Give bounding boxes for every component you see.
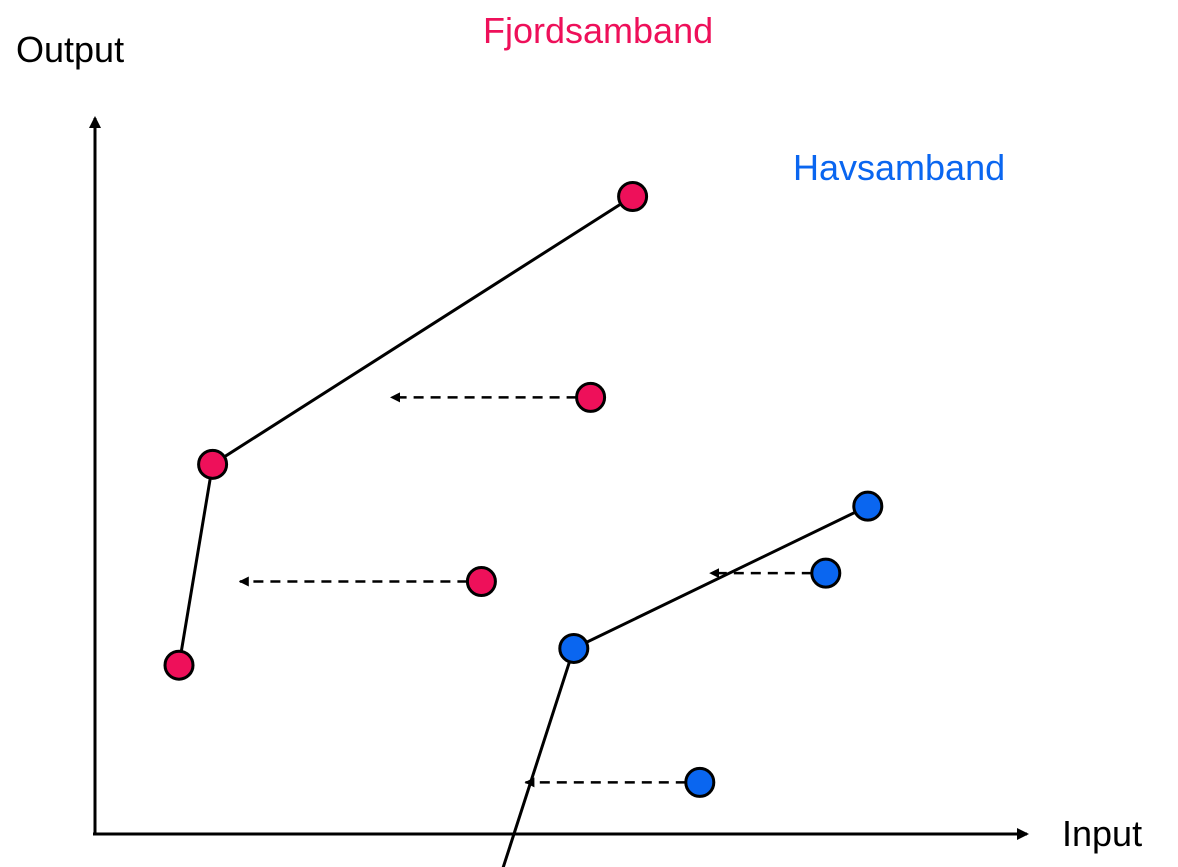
frontier-unit-fjordsamband-2 bbox=[197, 448, 229, 480]
y-axis-label: Output bbox=[16, 29, 124, 70]
group-fjordsamband: Fjordsamband bbox=[163, 10, 713, 681]
frontier-unit-fjordsamband-1 bbox=[163, 649, 195, 681]
inefficient-unit-havsamband-2 bbox=[810, 557, 842, 589]
inefficient-unit-havsamband-1 bbox=[684, 766, 716, 798]
group-label-fjordsamband: Fjordsamband bbox=[483, 10, 713, 51]
groups-layer: Fjordsamband Havsamband bbox=[163, 10, 1005, 867]
frontier-unit-havsamband-3 bbox=[852, 490, 884, 522]
frontier-unit-havsamband-2 bbox=[558, 632, 590, 664]
group-label-havsamband: Havsamband bbox=[793, 147, 1005, 188]
frontier-line-fjordsamband bbox=[177, 195, 634, 666]
frontier-unit-fjordsamband-3 bbox=[617, 180, 649, 212]
axes: Output Input bbox=[16, 29, 1142, 854]
group-havsamband: Havsamband bbox=[501, 147, 1005, 867]
frontier-line-havsamband bbox=[501, 504, 869, 867]
inefficient-unit-fjordsamband-1 bbox=[465, 566, 497, 597]
x-axis-label: Input bbox=[1062, 813, 1142, 854]
inefficient-unit-fjordsamband-2 bbox=[575, 381, 607, 413]
